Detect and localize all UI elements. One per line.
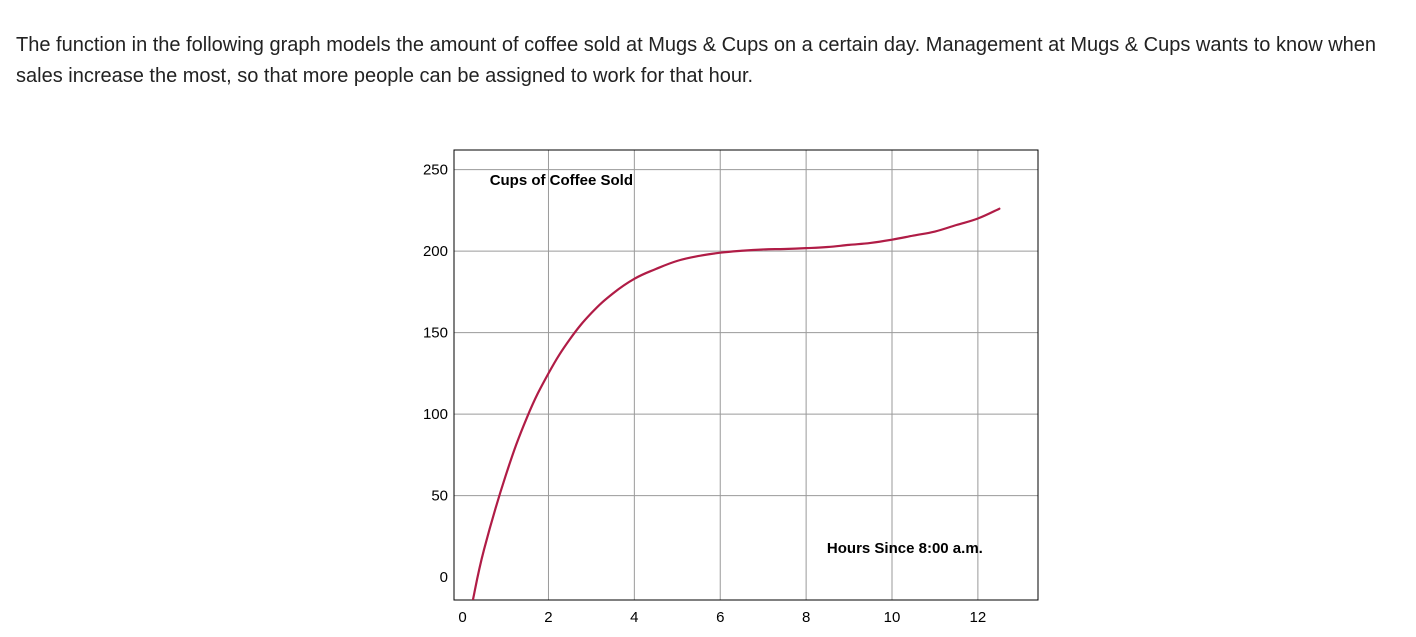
svg-text:12: 12 — [970, 609, 987, 626]
svg-text:2: 2 — [544, 609, 552, 626]
problem-statement: The function in the following graph mode… — [16, 30, 1400, 92]
svg-text:Hours Since 8:00 a.m.: Hours Since 8:00 a.m. — [827, 540, 983, 557]
svg-text:6: 6 — [716, 609, 724, 626]
svg-text:250: 250 — [423, 162, 448, 179]
svg-text:4: 4 — [630, 609, 638, 626]
svg-text:0: 0 — [458, 609, 466, 626]
svg-text:150: 150 — [423, 325, 448, 342]
svg-text:10: 10 — [884, 609, 901, 626]
svg-text:0: 0 — [440, 569, 448, 586]
svg-text:100: 100 — [423, 406, 448, 423]
svg-text:50: 50 — [431, 488, 448, 505]
coffee-sales-chart: 0 50 100 150 200 250 0 2 4 6 8 10 12 Cups of Coffee S… — [406, 140, 1046, 630]
svg-text:Cups of Coffee Sold: Cups of Coffee Sold — [490, 172, 633, 189]
svg-text:200: 200 — [423, 243, 448, 260]
chart-container: 0 50 100 150 200 250 0 2 4 6 8 10 12 Cups of Coffee S… — [16, 140, 1400, 630]
svg-text:8: 8 — [802, 609, 810, 626]
